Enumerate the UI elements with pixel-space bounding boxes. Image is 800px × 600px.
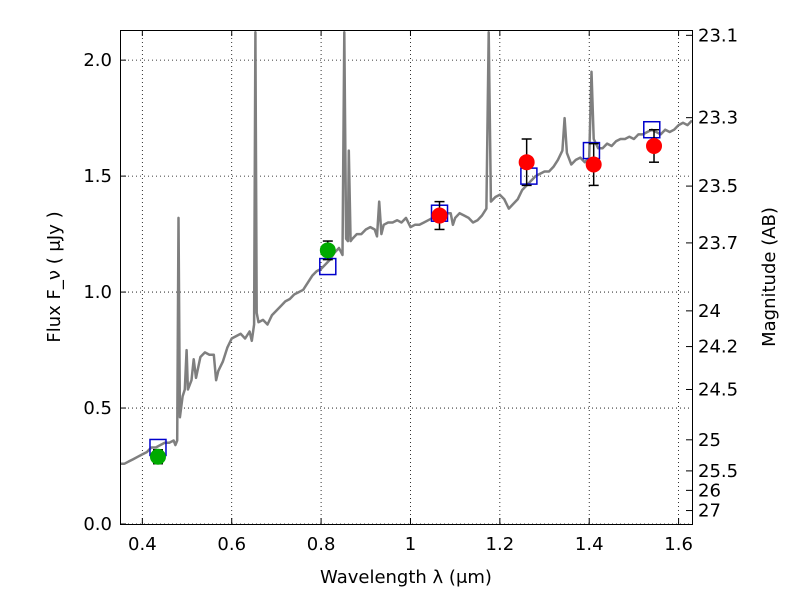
- photometry-point: [319, 242, 336, 259]
- x-tick-label: 0.6: [217, 534, 246, 555]
- photometry-point: [518, 154, 535, 171]
- x-tick-label: 1.6: [664, 534, 693, 555]
- x-tick-label: 1.4: [575, 534, 604, 555]
- x-tick-label: 1.2: [486, 534, 515, 555]
- y-tick-label: 1.5: [83, 166, 112, 187]
- photometry-point: [646, 137, 663, 154]
- right-tick-label: 27: [698, 501, 721, 522]
- y-tick-label: 0.0: [83, 514, 112, 535]
- y-tick-label: 2.0: [83, 50, 112, 71]
- x-tick-label: 0.4: [128, 534, 157, 555]
- axis-ticks: 0.4 0.6 0.8 1 1.2 1.4 1.6 0.0 0.5 1.0 1.5 2.0 23.1 23…: [83, 25, 738, 555]
- y-axis-label: Flux F_ν ( μJy ): [44, 211, 65, 342]
- right-tick-label: 23.1: [698, 25, 738, 46]
- plot-series: [120, 31, 692, 465]
- right-tick-label: 26: [698, 480, 721, 501]
- model-square-marker: [643, 120, 661, 139]
- right-tick-label: 23.5: [698, 176, 738, 197]
- photometry-point: [585, 156, 602, 173]
- right-tick-label: 24.2: [698, 337, 738, 358]
- x-axis-label: Wavelength λ (μm): [320, 567, 492, 588]
- right-tick-label: 23.7: [698, 233, 738, 254]
- x-tick-label: 1: [405, 534, 416, 555]
- photometry-point: [149, 448, 166, 465]
- x-tick-label: 0.8: [307, 534, 336, 555]
- plot-frame: [120, 30, 693, 525]
- right-tick-label: 25.5: [698, 461, 738, 482]
- right-tick-label: 24: [698, 301, 721, 322]
- y-tick-label: 1.0: [83, 282, 112, 303]
- right-tick-label: 24.5: [698, 379, 738, 400]
- y-tick-label: 0.5: [83, 398, 112, 419]
- grid: [120, 30, 692, 525]
- right-axis-label: Magnitude (AB): [759, 207, 780, 347]
- right-tick-label: 25: [698, 430, 721, 451]
- right-tick-label: 23.3: [698, 108, 738, 129]
- photometry-point: [431, 207, 448, 224]
- spectrum-line: [120, 31, 692, 465]
